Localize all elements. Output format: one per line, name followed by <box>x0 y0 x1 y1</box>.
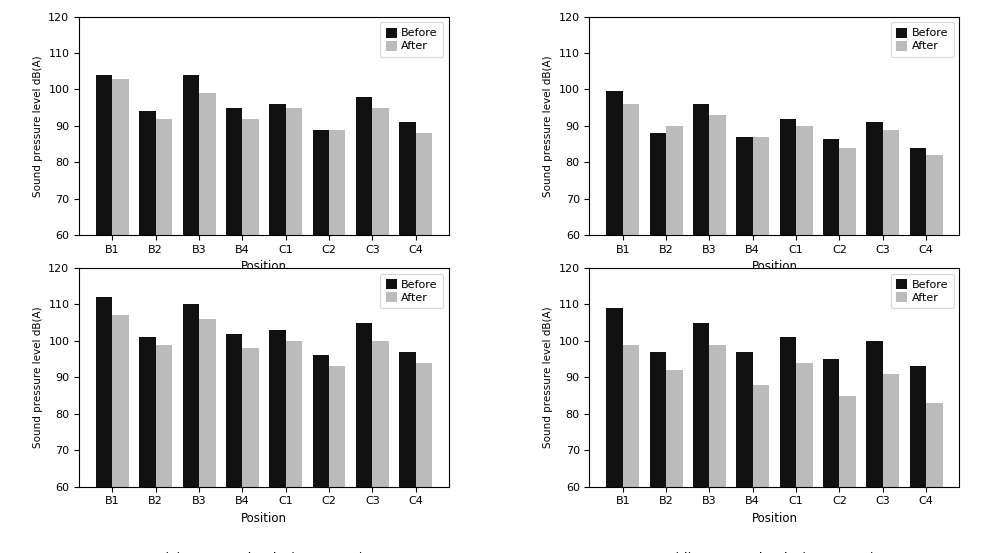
Bar <box>286 108 303 454</box>
Bar <box>225 333 242 553</box>
Bar <box>709 115 726 454</box>
Bar <box>400 122 415 454</box>
X-axis label: Position: Position <box>752 512 797 525</box>
Bar <box>269 330 286 553</box>
Bar <box>286 341 303 553</box>
Bar <box>400 352 415 553</box>
Y-axis label: Sound pressure level dB(A): Sound pressure level dB(A) <box>543 55 553 197</box>
Legend: Before, After: Before, After <box>380 22 443 57</box>
Y-axis label: Sound pressure level dB(A): Sound pressure level dB(A) <box>33 55 43 197</box>
Bar <box>313 129 329 454</box>
X-axis label: Position: Position <box>752 260 797 274</box>
X-axis label: Position: Position <box>241 260 287 274</box>
Bar <box>242 118 259 454</box>
Bar <box>840 148 855 454</box>
Bar <box>736 352 753 553</box>
Bar <box>199 93 216 454</box>
Legend: Before, After: Before, After <box>380 274 443 309</box>
Bar <box>883 374 899 553</box>
Bar <box>225 108 242 454</box>
Bar <box>840 395 855 553</box>
Bar <box>183 305 199 553</box>
Bar <box>753 137 769 454</box>
Bar <box>667 370 682 553</box>
Y-axis label: Sound pressure level dB(A): Sound pressure level dB(A) <box>33 306 43 448</box>
Bar <box>606 91 623 454</box>
Bar <box>779 118 796 454</box>
Bar <box>623 345 639 553</box>
Text: (d) 차량 속도  25km/h  (우행선->정비고): (d) 차량 속도 25km/h (우행선->정비고) <box>674 552 875 553</box>
Bar <box>693 104 709 454</box>
Bar <box>736 137 753 454</box>
Bar <box>155 345 172 553</box>
Bar <box>415 363 432 553</box>
Bar <box>753 385 769 553</box>
X-axis label: Position: Position <box>241 512 287 525</box>
Legend: Before, After: Before, After <box>891 274 953 309</box>
Bar <box>372 341 389 553</box>
Bar <box>242 348 259 553</box>
Bar <box>356 97 372 454</box>
Bar <box>866 341 883 553</box>
Bar <box>155 118 172 454</box>
Bar <box>269 104 286 454</box>
Bar <box>113 315 129 553</box>
Bar <box>667 126 682 454</box>
Legend: Before, After: Before, After <box>891 22 953 57</box>
Bar <box>329 129 345 454</box>
Bar <box>313 356 329 553</box>
Bar <box>139 111 155 454</box>
Bar <box>910 367 926 553</box>
Bar <box>779 337 796 553</box>
Bar <box>96 297 113 553</box>
Bar <box>650 352 667 553</box>
Bar <box>709 345 726 553</box>
Text: (c) 차량 속도  25km/h  (정비고->우행선): (c) 차량 속도 25km/h (정비고->우행선) <box>164 552 364 553</box>
Bar <box>650 133 667 454</box>
Bar <box>356 322 372 553</box>
Bar <box>926 403 943 553</box>
Bar <box>823 359 840 553</box>
Bar <box>113 79 129 454</box>
Bar <box>415 133 432 454</box>
Bar <box>139 337 155 553</box>
Bar <box>199 319 216 553</box>
Bar <box>796 126 813 454</box>
Y-axis label: Sound pressure level dB(A): Sound pressure level dB(A) <box>543 306 553 448</box>
Text: (b) 차량 속도  20km/h  (우행선->정비고): (b) 차량 속도 20km/h (우행선->정비고) <box>674 296 875 310</box>
Bar <box>329 367 345 553</box>
Bar <box>372 108 389 454</box>
Bar <box>910 148 926 454</box>
Bar <box>866 122 883 454</box>
Bar <box>926 155 943 454</box>
Bar <box>183 75 199 454</box>
Bar <box>693 322 709 553</box>
Bar <box>623 104 639 454</box>
Bar <box>883 129 899 454</box>
Bar <box>796 363 813 553</box>
Bar <box>823 139 840 454</box>
Bar <box>606 308 623 553</box>
Text: (a) 차량 속도  20km/h  (정비고->우행선): (a) 차량 속도 20km/h (정비고->우행선) <box>164 296 364 310</box>
Bar <box>96 75 113 454</box>
